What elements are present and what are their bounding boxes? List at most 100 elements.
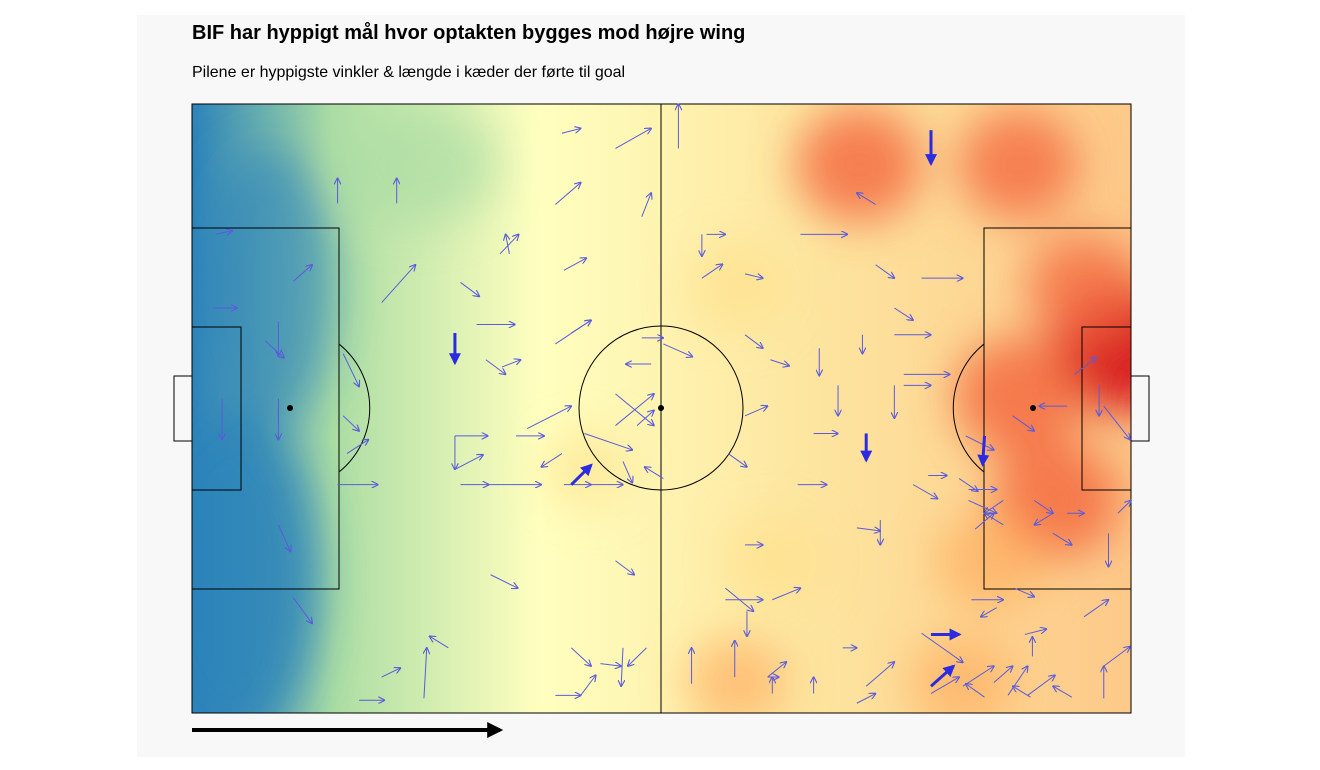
heatmap-cool-zone [197,146,338,427]
pitch-markings [173,103,1150,714]
pass-arrow [1034,512,1054,525]
pass-arrow [541,453,563,467]
heatmap-hotspot [909,635,1014,713]
pass-arrow [600,664,621,666]
pass-arrow [501,360,521,368]
pass-arrow [985,513,1004,526]
pass-arrow [346,440,369,454]
chart-title: BIF har hyppigt mål hvor optakten bygges… [192,22,746,44]
pass-arrow [772,588,800,601]
pass-arrow [744,406,768,417]
centre-circle [578,325,744,491]
pass-arrow [342,415,359,431]
pass-arrow [993,666,1013,683]
right-penalty-arc [952,343,985,473]
pass-arrow [615,393,653,426]
pass-arrow [571,647,591,666]
pass-arrow [636,410,654,426]
pass-arrow [921,632,963,662]
pass-arrow [628,647,647,666]
pass-arrow [663,343,692,357]
pass-arrow [1027,675,1055,696]
frequent-pass-arrow [929,664,956,688]
heatmap-hotspot [1026,233,1131,340]
pass-arrow [767,662,787,678]
pass-arrow [580,675,596,696]
frequent-pass-arrow [570,463,593,486]
pass-arrow [966,684,985,698]
pass-arrow [744,334,763,348]
pass-arrow [1012,415,1035,431]
chart-subtitle: Pilene er hyppigste vinkler & længde i k… [192,64,626,81]
heatmap-cool-zone [192,409,320,713]
heatmap-hotspot [687,242,786,331]
pass-arrow [622,461,632,482]
pass-arrow [381,265,416,303]
pass-arrow [1117,500,1131,514]
pass-arrow [499,234,519,255]
pass-arrow [381,668,401,678]
heatmap-hotspot [686,637,788,713]
pass-arrow [615,128,651,149]
pass-arrow [1034,500,1053,513]
pass-arrow [1052,532,1072,545]
pass-arrow [1074,357,1097,375]
heatmap-layer [192,104,1131,713]
pass-arrow [968,500,997,513]
pass-arrow [875,264,895,278]
heatmap-hotspot [954,337,1083,456]
pass-arrow [912,484,937,499]
pass-arrow [621,647,623,686]
pass-arrow [770,359,789,366]
pass-arrow [454,455,483,470]
pass-arrow [215,231,232,235]
right-penalty-spot [1030,405,1036,411]
pass-arrow [506,234,510,254]
pass-arrow [563,258,587,271]
pass-arrow [701,264,723,279]
pass-arrow [1103,647,1130,667]
pass-arrow [1103,405,1130,439]
pass-arrow [571,320,591,334]
left-goal [173,375,193,442]
pass-arrow [526,406,571,430]
frequent-pass-arrow [977,435,990,467]
heatmap-hotspot [725,516,824,605]
pass-arrow [293,265,312,282]
pass-arrow [981,607,997,617]
pass-arrow [424,648,427,699]
right-goal [1130,375,1150,442]
pass-arrow [615,560,634,575]
pass-arrow [865,662,894,687]
pass-arrow [561,128,581,134]
pass-arrow [856,694,876,704]
pass-arrow [985,500,1004,513]
pass-arrow [725,587,753,611]
pass-arrow [490,574,518,588]
left-penalty-arc [338,343,371,473]
pass-arrow [1053,686,1073,698]
pass-arrow [430,636,449,649]
pass-arrow [293,597,312,624]
pass-arrow [641,193,651,217]
centre-spot [658,405,664,411]
pass-arrow [584,432,633,449]
pass-arrow [264,340,284,358]
pass-arrow [1013,686,1031,698]
pass-arrows [212,104,1131,704]
pass-arrow [485,359,506,375]
left-penalty-spot [287,405,293,411]
heatmap-hotspot [796,107,922,223]
heatmap-cool-zone [337,104,498,225]
pass-arrow [645,467,664,479]
pass-arrow [894,307,913,320]
pass-arrow [856,528,880,531]
heatmap-hotspot [936,512,1044,610]
pass-arrow [277,524,290,552]
pass-arrow [1083,600,1108,618]
pass-arrow [930,677,959,694]
pass-arrow [965,435,994,450]
pass-arrow [555,183,580,205]
pass-arrow [744,274,763,278]
